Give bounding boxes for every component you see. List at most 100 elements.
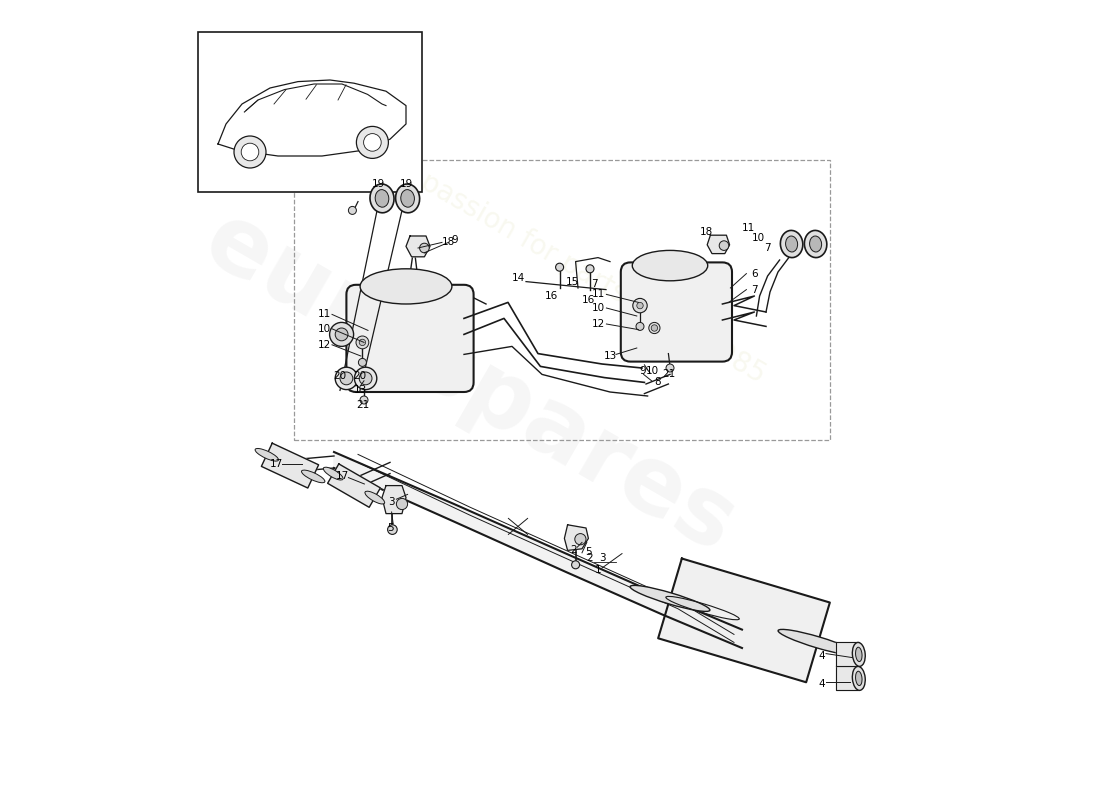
Text: 5: 5 — [387, 523, 394, 533]
Ellipse shape — [336, 328, 348, 341]
Circle shape — [234, 136, 266, 168]
Ellipse shape — [323, 467, 343, 480]
Polygon shape — [658, 558, 829, 682]
Circle shape — [349, 206, 356, 214]
Ellipse shape — [856, 647, 862, 662]
Text: 10: 10 — [318, 324, 331, 334]
Ellipse shape — [375, 190, 388, 207]
Text: 12: 12 — [318, 340, 331, 350]
Text: 11: 11 — [318, 310, 331, 319]
Circle shape — [632, 298, 647, 313]
Text: 19: 19 — [372, 179, 385, 189]
Text: 5: 5 — [585, 547, 592, 557]
Ellipse shape — [856, 671, 862, 686]
Text: 17: 17 — [270, 459, 283, 469]
Text: 7: 7 — [751, 285, 758, 294]
Polygon shape — [564, 525, 589, 550]
FancyBboxPatch shape — [620, 262, 732, 362]
Text: 16: 16 — [582, 295, 595, 305]
Ellipse shape — [400, 190, 415, 207]
Ellipse shape — [360, 372, 372, 385]
Text: 12: 12 — [592, 319, 605, 329]
Ellipse shape — [630, 586, 710, 611]
Circle shape — [651, 325, 658, 331]
Ellipse shape — [330, 322, 353, 346]
Circle shape — [649, 322, 660, 334]
Ellipse shape — [632, 250, 707, 281]
Circle shape — [666, 364, 674, 372]
Text: 1: 1 — [595, 566, 602, 575]
Ellipse shape — [255, 449, 278, 461]
Polygon shape — [707, 235, 729, 254]
Polygon shape — [328, 464, 381, 507]
Text: 8: 8 — [653, 378, 660, 387]
Ellipse shape — [354, 367, 377, 390]
Ellipse shape — [360, 269, 452, 304]
Text: 4: 4 — [818, 651, 825, 661]
Circle shape — [359, 358, 366, 366]
Circle shape — [396, 498, 408, 510]
Circle shape — [572, 561, 580, 569]
Polygon shape — [406, 236, 430, 257]
Circle shape — [387, 525, 397, 534]
Ellipse shape — [365, 491, 385, 504]
Circle shape — [575, 534, 586, 545]
Text: 2: 2 — [571, 545, 578, 554]
Bar — [198, 32, 422, 192]
Text: 10: 10 — [592, 303, 605, 313]
Text: 18: 18 — [700, 227, 713, 237]
Text: 14: 14 — [512, 273, 525, 282]
Circle shape — [241, 143, 258, 161]
Bar — [294, 160, 830, 440]
Ellipse shape — [778, 630, 858, 655]
Ellipse shape — [852, 642, 866, 666]
Text: 18: 18 — [442, 238, 455, 247]
Circle shape — [356, 126, 388, 158]
Text: 13: 13 — [353, 386, 366, 395]
Text: 4: 4 — [818, 679, 825, 689]
FancyBboxPatch shape — [346, 285, 474, 392]
Circle shape — [637, 302, 644, 309]
Text: 20: 20 — [353, 371, 366, 381]
Polygon shape — [382, 486, 406, 514]
Text: 6: 6 — [751, 269, 758, 278]
Circle shape — [636, 322, 644, 330]
Text: 20: 20 — [333, 371, 346, 381]
Text: 3: 3 — [600, 553, 606, 562]
Circle shape — [586, 265, 594, 273]
Text: 21: 21 — [355, 400, 368, 410]
Text: 7: 7 — [764, 243, 771, 253]
Ellipse shape — [785, 236, 798, 252]
Text: 10: 10 — [751, 233, 764, 242]
Text: 13: 13 — [604, 351, 617, 361]
Circle shape — [356, 336, 369, 349]
Text: 3: 3 — [388, 497, 395, 506]
Polygon shape — [836, 666, 859, 690]
Ellipse shape — [336, 367, 358, 390]
Text: 10: 10 — [646, 366, 659, 376]
Text: 15: 15 — [565, 277, 579, 286]
Text: 9: 9 — [451, 235, 458, 245]
Text: 2: 2 — [586, 553, 593, 562]
Circle shape — [719, 241, 729, 250]
Ellipse shape — [810, 236, 822, 252]
Text: 16: 16 — [544, 291, 558, 301]
Polygon shape — [836, 642, 859, 666]
Circle shape — [360, 396, 368, 404]
Ellipse shape — [370, 184, 394, 213]
Text: 9: 9 — [639, 366, 646, 376]
Ellipse shape — [804, 230, 827, 258]
Text: 21: 21 — [662, 370, 675, 379]
Text: 11: 11 — [741, 223, 755, 233]
Ellipse shape — [396, 184, 419, 213]
Ellipse shape — [340, 372, 353, 385]
Text: 17: 17 — [337, 471, 350, 481]
Text: a passion for parts since 1985: a passion for parts since 1985 — [394, 155, 771, 389]
Polygon shape — [334, 452, 742, 648]
Ellipse shape — [780, 230, 803, 258]
Circle shape — [364, 134, 382, 151]
Text: eurospares: eurospares — [188, 195, 751, 573]
Ellipse shape — [301, 470, 324, 482]
Circle shape — [419, 243, 429, 253]
Text: 7: 7 — [591, 279, 597, 289]
